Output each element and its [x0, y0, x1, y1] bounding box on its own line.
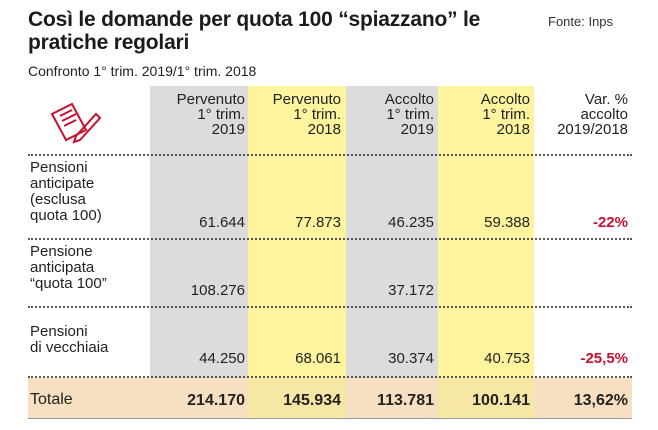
column-bg-pervenuto-2019: [150, 86, 248, 378]
row-divider: [28, 306, 632, 308]
table-cell: 59.388: [484, 214, 530, 231]
table-cell: 46.235: [388, 214, 434, 231]
header-divider: [28, 154, 632, 156]
table-bottom-rule: [28, 418, 632, 419]
total-cell: 100.141: [472, 392, 530, 409]
total-cell: 13,62%: [573, 392, 628, 409]
total-cell: 145.934: [283, 392, 341, 409]
total-bg-accolto-2018: [438, 378, 534, 418]
column-header-line: Pervenuto: [176, 91, 245, 108]
column-header-line: Var. %: [584, 91, 628, 108]
row-label-line: anticipate: [30, 175, 95, 192]
row-label-line: Pensioni: [30, 159, 88, 176]
table-cell: 77.873: [295, 214, 341, 231]
row-label: Pensioni anticipate (esclusa quota 100): [30, 160, 102, 224]
table-cell: 108.276: [190, 282, 245, 299]
column-header: Pervenuto 1° trim. 2019: [150, 92, 245, 137]
column-header-line: 2018: [307, 121, 341, 138]
source-note: Fonte: Inps: [548, 14, 614, 29]
data-table: Pervenuto 1° trim. 2019 Pervenuto 1° trim. 20…: [28, 86, 632, 420]
document-pencil-icon: [50, 102, 102, 144]
row-label-line: Pensioni: [30, 323, 88, 340]
column-header-line: 2019: [211, 121, 245, 138]
column-header-line: Pervenuto: [272, 91, 341, 108]
row-label-line: anticipata: [30, 259, 95, 276]
column-header-line: accolto: [580, 106, 628, 123]
column-header-line: 2019/2018: [557, 121, 628, 138]
table-cell: 61.644: [199, 214, 245, 231]
table-cell: 30.374: [388, 350, 434, 367]
total-cell: 113.781: [377, 392, 434, 409]
column-header-line: 1° trim.: [386, 106, 434, 123]
row-label: Pensioni di vecchiaia: [30, 324, 108, 356]
table-cell: 40.753: [484, 350, 530, 367]
column-header-line: 1° trim.: [197, 106, 245, 123]
row-label-line: (esclusa: [30, 191, 86, 208]
chart-title: Così le domande per quota 100 “spiazzano…: [28, 8, 481, 54]
row-label: Pensione anticipata “quota 100”: [30, 244, 107, 292]
column-header: Accolto 1° trim. 2019: [346, 92, 434, 137]
total-bg-pervenuto-2018: [248, 378, 346, 418]
row-label: Totale: [30, 392, 73, 408]
table-cell: -25,5%: [580, 350, 628, 367]
column-header-line: 1° trim.: [293, 106, 341, 123]
row-label-line: “quota 100”: [30, 275, 107, 292]
table-cell: 44.250: [199, 350, 245, 367]
column-header-line: 1° trim.: [482, 106, 530, 123]
row-label-line: Pensione: [30, 243, 93, 260]
total-cell: 214.170: [187, 392, 245, 409]
column-header: Var. % accolto 2019/2018: [534, 92, 628, 137]
row-label-line: Totale: [30, 391, 73, 408]
table-cell: 68.061: [295, 350, 341, 367]
column-header: Accolto 1° trim. 2018: [438, 92, 530, 137]
column-header-line: 2018: [496, 121, 530, 138]
column-header-line: Accolto: [384, 91, 434, 108]
column-header-line: 2019: [400, 121, 434, 138]
column-header-line: Accolto: [480, 91, 530, 108]
table-cell: -22%: [592, 214, 628, 231]
table-cell: 37.172: [388, 282, 434, 299]
column-header: Pervenuto 1° trim. 2018: [248, 92, 341, 137]
row-label-line: quota 100): [30, 207, 102, 224]
row-divider: [28, 238, 632, 240]
column-bg-accolto-2019: [346, 86, 438, 378]
column-bg-pervenuto-2018: [248, 86, 346, 378]
chart-subtitle: Confronto 1° trim. 2019/1° trim. 2018: [28, 63, 257, 79]
column-bg-accolto-2018: [438, 86, 534, 378]
row-divider: [28, 376, 632, 378]
row-label-line: di vecchiaia: [30, 339, 109, 356]
